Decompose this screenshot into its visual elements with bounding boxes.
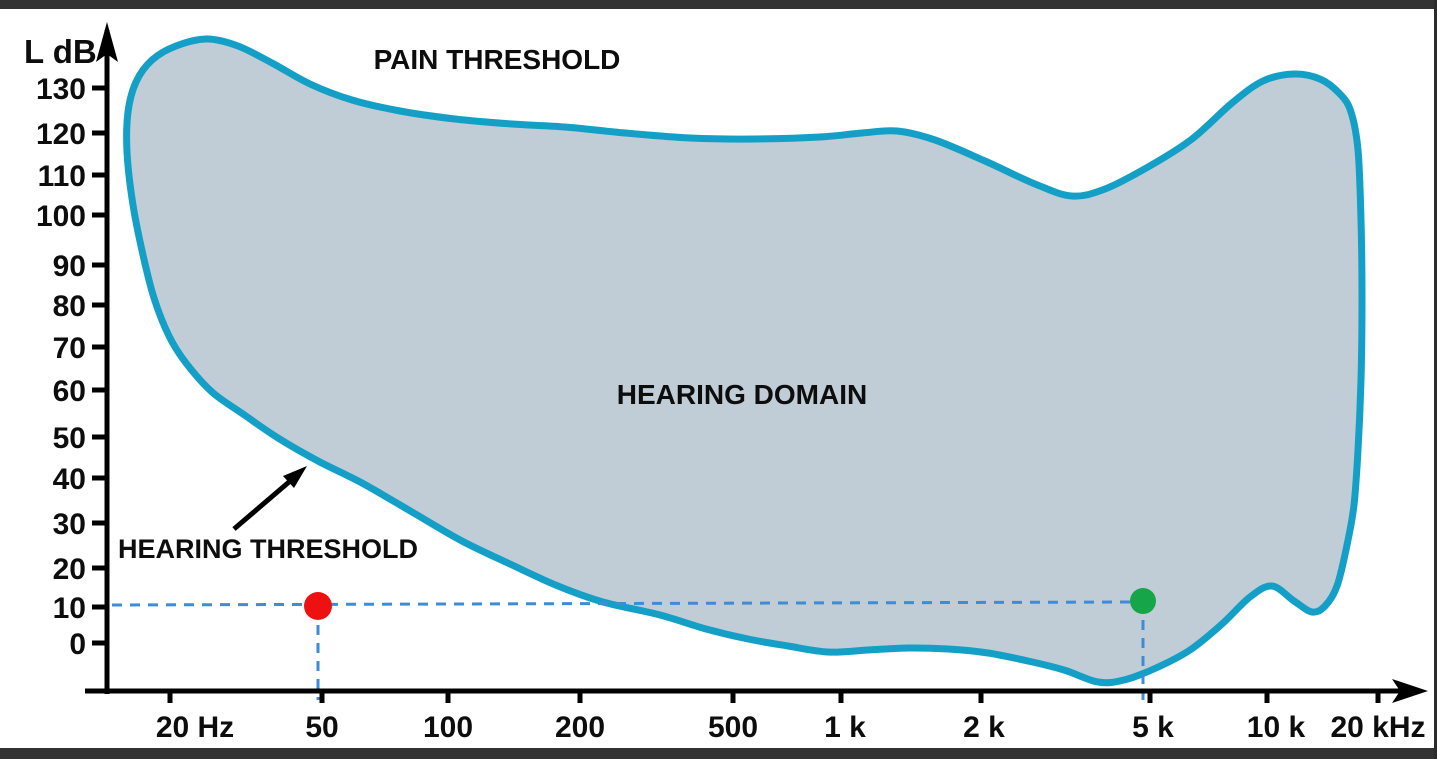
y-tick-label: 30 bbox=[53, 508, 86, 541]
x-tick-label: 2 k bbox=[963, 711, 1005, 744]
axes-group bbox=[85, 22, 1428, 703]
hearing-region-outline bbox=[123, 35, 1366, 687]
y-axis-arrowhead bbox=[96, 22, 118, 62]
y-tick-label: 130 bbox=[36, 73, 86, 106]
x-tick-label: 10 k bbox=[1247, 711, 1306, 744]
pain-threshold-label: PAIN THRESHOLD bbox=[374, 44, 621, 75]
dashed-guides-group bbox=[111, 600, 1145, 700]
arrow-shaft bbox=[232, 480, 291, 531]
right-frame-edge bbox=[1434, 0, 1437, 759]
y-tick-label: 80 bbox=[53, 290, 86, 323]
y-tick-label: 110 bbox=[38, 160, 86, 193]
x-tick-label: 200 bbox=[555, 711, 605, 744]
y-tick-label: 50 bbox=[53, 422, 86, 455]
red-point bbox=[304, 592, 332, 620]
y-tick-label: 10 bbox=[53, 592, 86, 625]
x-axis-ticks-group: 20 Hz 50 100 200 500 1 k 2 k 5 k 10 k 20 kHz bbox=[156, 691, 1426, 744]
level-line-10db bbox=[111, 600, 1131, 607]
hearing-domain-label: HEARING DOMAIN bbox=[617, 379, 867, 410]
y-tick-label: 100 bbox=[36, 200, 86, 233]
annotation-arrow bbox=[232, 466, 307, 531]
y-tick-label: 60 bbox=[53, 375, 86, 408]
hearing-region-group bbox=[123, 35, 1366, 687]
y-axis-title: L dB bbox=[24, 33, 97, 70]
x-tick-label: 100 bbox=[423, 711, 473, 744]
y-tick-label: 0 bbox=[69, 628, 86, 661]
arrow-head-icon bbox=[283, 466, 307, 488]
x-axis-arrowhead bbox=[1392, 679, 1428, 703]
y-tick-label: 120 bbox=[36, 118, 86, 151]
x-tick-label: 1 k bbox=[824, 711, 866, 744]
hearing-threshold-label: HEARING THRESHOLD bbox=[118, 534, 418, 564]
x-tick-label: 5 k bbox=[1132, 711, 1174, 744]
x-tick-label: 500 bbox=[708, 711, 758, 744]
x-tick-label: 50 bbox=[305, 711, 338, 744]
x-tick-label: 20 Hz bbox=[156, 711, 234, 744]
marked-points-group bbox=[304, 588, 1156, 620]
y-tick-label: 90 bbox=[53, 250, 86, 283]
green-point bbox=[1130, 588, 1156, 614]
y-tick-label: 40 bbox=[53, 463, 86, 496]
y-axis-ticks-group: 130 120 110 100 90 80 70 60 50 40 30 20 100 bbox=[36, 73, 107, 661]
x-tick-label: 20 kHz bbox=[1330, 711, 1425, 744]
y-tick-label: 70 bbox=[53, 332, 86, 365]
bottom-frame-bar bbox=[0, 748, 1437, 759]
top-frame-bar bbox=[0, 0, 1437, 9]
y-tick-label: 20 bbox=[53, 553, 86, 586]
